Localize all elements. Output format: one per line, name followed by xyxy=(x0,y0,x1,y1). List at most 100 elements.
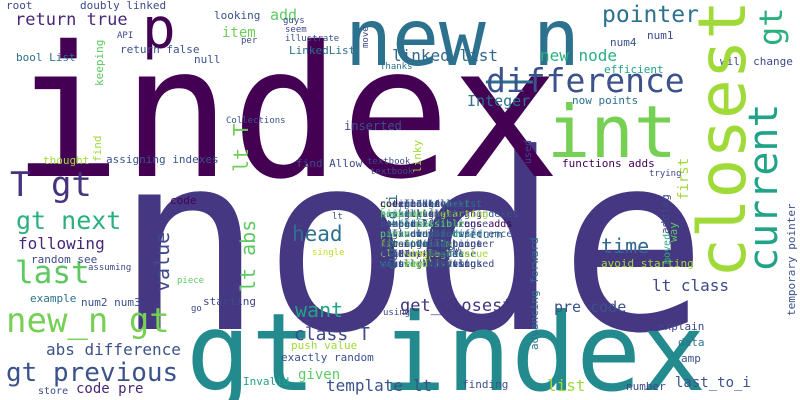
word-lt: lt xyxy=(380,219,393,230)
word-num4: num4 xyxy=(416,229,441,240)
word-data: data xyxy=(416,199,441,210)
word-class-t: class T xyxy=(416,219,459,230)
word-return-true: return true xyxy=(15,10,128,30)
word-way: way xyxy=(667,222,680,242)
word-linked-list: linked list xyxy=(392,46,498,65)
word-api: API xyxy=(117,31,134,41)
word-way: way xyxy=(404,259,423,270)
word-finding: finding xyxy=(462,378,509,391)
word-num1: num1 xyxy=(647,29,674,42)
word-inserted: inserted xyxy=(344,119,402,133)
word-keeping: keeping xyxy=(380,209,423,220)
word-new-n-gt: new_n gt xyxy=(6,301,170,341)
word-curr-to-i: curr_to_i xyxy=(392,209,447,220)
word-code: code xyxy=(380,199,405,210)
word-want: want xyxy=(295,298,344,322)
word-given: given xyxy=(298,367,341,383)
word-lt-t: lt T xyxy=(428,249,453,260)
word-piece: piece xyxy=(177,276,205,286)
word-per: per xyxy=(241,36,258,46)
word-go: go xyxy=(428,209,441,220)
word-head: head xyxy=(392,219,417,230)
word-lt: lt xyxy=(332,212,343,222)
word-possible: possible xyxy=(416,219,465,230)
word-new-n-gt: new_n gt xyxy=(404,249,453,260)
word-return-false: return false xyxy=(404,249,477,260)
word-invalid: Invalid xyxy=(404,239,447,250)
word-avoid-starting: avoid starting xyxy=(601,257,694,270)
word-used: used xyxy=(416,199,441,210)
word-trying: trying xyxy=(649,169,682,179)
word-random-see: random see xyxy=(380,249,441,260)
word-gt-next: gt next xyxy=(428,199,471,210)
word-null: null xyxy=(392,259,417,270)
word-difference: difference xyxy=(428,219,489,230)
word-illustrate: seem xyxy=(285,25,307,35)
word-code-pre: code pre xyxy=(404,239,453,250)
word-advancing-forward: advancing forward xyxy=(380,229,483,240)
word-first: first xyxy=(380,239,411,250)
word-closest: closest xyxy=(380,249,423,260)
word-doubly-linked: doubly linked xyxy=(80,0,167,12)
word-value: value xyxy=(150,231,174,292)
word-number: number xyxy=(380,219,417,230)
word-node: node xyxy=(115,102,708,388)
word-find-allow: find Allow xyxy=(404,199,465,210)
word-add: add xyxy=(270,6,298,24)
word-go: go xyxy=(191,304,202,314)
word-code: code xyxy=(170,194,197,207)
word-move: move xyxy=(428,229,453,240)
word-head: head xyxy=(292,222,343,246)
word-lt-class: lt class xyxy=(392,229,441,240)
word-api: API xyxy=(392,249,411,260)
word-t-gt: T gt xyxy=(380,229,405,240)
word-gt-next: gt next xyxy=(16,206,122,235)
word-int: int xyxy=(428,239,447,250)
word-lt-abs: lt abs xyxy=(416,239,453,250)
word-item: item xyxy=(428,239,453,250)
word-collections: Collections xyxy=(416,239,483,250)
word-time: time xyxy=(392,199,417,210)
word-t-gt: T gt xyxy=(10,165,92,205)
word-assuming: assuming xyxy=(88,263,132,273)
word-thanks: Thanks xyxy=(428,249,465,260)
word-time: time xyxy=(601,234,650,258)
word-keeping: keeping xyxy=(93,39,106,86)
word-pre-code: pre code xyxy=(554,298,627,316)
word-value: value xyxy=(404,229,435,240)
word-looking: looking xyxy=(404,199,447,210)
word-textbook: textbook xyxy=(367,157,411,167)
word-null: null xyxy=(194,53,221,66)
word-bool-list: bool List xyxy=(428,199,483,210)
word-gt: gt xyxy=(404,199,417,210)
word-guys: guys xyxy=(380,259,405,270)
word-class-t: class T xyxy=(294,324,370,345)
word-want: want xyxy=(380,259,405,270)
word-template-lt: template lt xyxy=(380,219,447,230)
word-temporary-pointer: temporary pointer xyxy=(785,203,798,316)
word-assigning-indexes: assigning indexes xyxy=(416,209,519,220)
word-find-vertical: find xyxy=(91,135,104,163)
word-first: first xyxy=(676,157,692,200)
word-adding: adding xyxy=(392,249,429,260)
word-moved: moved xyxy=(428,229,459,240)
word-lt-abs: lt abs xyxy=(236,219,260,292)
word-new-small: new xyxy=(443,245,460,255)
word-doubly-linked: doubly linked xyxy=(416,259,495,270)
word-integer: Integer xyxy=(467,92,531,110)
word-current: current xyxy=(741,103,787,272)
word-inserted: inserted xyxy=(392,259,441,270)
word-thought: thought xyxy=(416,209,459,220)
word-random-see: random see xyxy=(31,253,98,266)
word-num2-num3: num2 num3 xyxy=(404,219,459,230)
word-assigning-indexes: assigning indexes xyxy=(106,153,219,166)
word-data: data xyxy=(678,336,705,349)
word-piece: piece xyxy=(380,229,411,240)
word-new: new xyxy=(416,259,435,270)
word-get-closest: get_closest xyxy=(400,296,513,316)
word-num4: num4 xyxy=(610,36,637,49)
word-linked-list: linked list xyxy=(404,259,471,270)
word-using: using xyxy=(383,308,411,318)
word-explain: explain xyxy=(658,320,705,333)
